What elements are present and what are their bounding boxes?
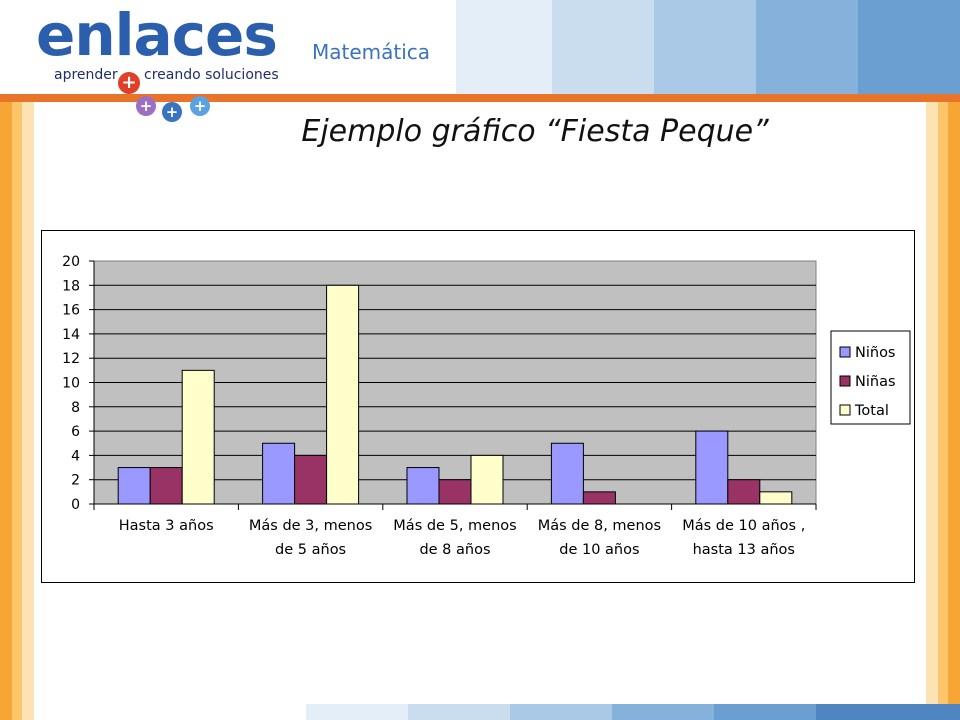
legend-label: Niños [855, 345, 896, 361]
bar-niños [262, 442, 296, 505]
bar-niños [550, 442, 584, 505]
bar-niñas [727, 479, 761, 505]
footer-stripe [816, 704, 960, 720]
header-stripe [756, 0, 858, 96]
enlaces-logo: enlaces Matemática aprender + creando so… [36, 1, 456, 124]
left-frame [12, 102, 22, 720]
footer-stripe [306, 704, 408, 720]
x-tick-label: Más de 3, menos [249, 518, 372, 534]
bar-total [181, 369, 215, 505]
bar-niñas [149, 467, 183, 505]
right-frame [926, 102, 938, 720]
header-stripe [858, 0, 960, 96]
legend-label: Niñas [855, 374, 896, 390]
bar-total [470, 454, 504, 505]
logo-subtitle: Matemática [312, 40, 431, 64]
header-stripe [552, 0, 654, 96]
y-tick-label: 16 [62, 303, 80, 319]
page-title: Ejemplo gráfico “Fiesta Peque” [301, 114, 769, 149]
bar-niños [695, 430, 729, 505]
bar-niñas [294, 454, 328, 505]
y-tick-label: 4 [71, 448, 80, 464]
bar-chart: 0 2 4 6 8 10 12 14 16 18 20 Hasta 3 años Más de 3, … [62, 254, 911, 558]
footer-stripe [714, 704, 816, 720]
chart-frame: 0 2 4 6 8 10 12 14 16 18 20 Hasta 3 años Más de 3, … [41, 230, 915, 583]
header-stripe [654, 0, 756, 96]
logo-tagline-b: creando soluciones [144, 67, 279, 83]
header-rule [0, 94, 960, 102]
bar-niñas [438, 479, 472, 505]
legend-swatch [839, 346, 851, 358]
bar-niñas [582, 491, 616, 505]
plus-red-icon: + [118, 72, 140, 94]
x-tick-label: Hasta 3 años [119, 518, 214, 534]
bar-niños [117, 467, 151, 505]
header-band [0, 0, 960, 96]
y-tick-label: 6 [71, 424, 80, 440]
header-stripe [456, 0, 552, 96]
logo-word: enlaces [36, 1, 278, 69]
left-frame [22, 102, 34, 720]
right-frame [938, 102, 948, 720]
y-tick-label: 2 [71, 473, 80, 489]
y-tick-label: 20 [62, 254, 80, 270]
logo-tagline-a: aprender [54, 67, 118, 83]
legend-swatch [839, 375, 851, 387]
left-frame [0, 102, 12, 720]
legend-label: Total [854, 403, 889, 419]
bar-total [759, 491, 793, 505]
legend-swatch [839, 404, 851, 416]
x-tick-label: hasta 13 años [693, 542, 795, 558]
x-tick-label: de 10 años [559, 542, 639, 558]
x-tick-label: de 8 años [419, 542, 490, 558]
footer-stripe [612, 704, 714, 720]
footer-stripe [408, 704, 510, 720]
y-tick-label: 10 [62, 376, 80, 392]
right-frame [948, 102, 960, 720]
y-tick-label: 8 [71, 400, 80, 416]
footer-stripe [510, 704, 612, 720]
x-tick-label: Más de 10 años , [682, 518, 805, 534]
plus-cyan-icon: + [190, 96, 210, 116]
bar-niños [406, 467, 440, 505]
x-tick-label: Más de 5, menos [393, 518, 516, 534]
x-tick-label: de 5 años [275, 542, 346, 558]
y-tick-label: 18 [62, 278, 80, 294]
y-tick-label: 14 [62, 327, 80, 343]
bar-total [326, 284, 360, 505]
plus-purple-icon: + [136, 96, 156, 116]
x-tick-label: Más de 8, menos [538, 518, 661, 534]
y-tick-label: 12 [62, 351, 80, 367]
y-tick-label: 0 [71, 497, 80, 513]
plus-blue-icon: + [162, 102, 182, 122]
